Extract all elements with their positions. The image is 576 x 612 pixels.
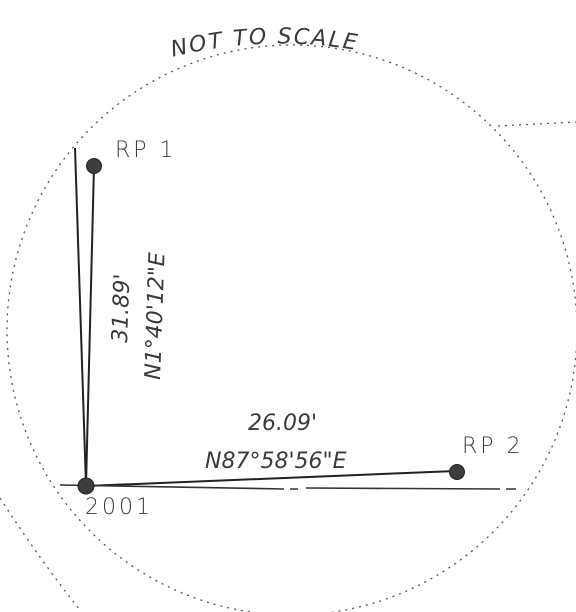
rp1-label: RP 1 xyxy=(115,138,177,163)
rp2-distance-label: 26.09' xyxy=(248,411,317,436)
rp1-distance-label: 31.89' xyxy=(108,273,135,343)
line-to-rp1 xyxy=(85,165,95,487)
rp2-label: RP 2 xyxy=(462,434,524,459)
rp1-backline xyxy=(74,147,87,487)
rp1-bearing-label: N1°40'12"E xyxy=(141,252,170,380)
not-to-scale-note: NOT TO SCALE xyxy=(168,24,360,62)
detail-circle xyxy=(6,44,576,612)
rp2-point xyxy=(449,464,465,480)
lower-left-arc xyxy=(0,497,81,611)
station-2001-label: 2001 xyxy=(85,495,153,520)
station-2001-point xyxy=(77,477,95,495)
line-to-rp2 xyxy=(85,470,457,487)
rp2-bearing-label: N87°58'56"E xyxy=(205,449,347,474)
rp1-point xyxy=(86,158,102,174)
leader-line xyxy=(497,121,576,127)
ground-line xyxy=(59,484,516,490)
